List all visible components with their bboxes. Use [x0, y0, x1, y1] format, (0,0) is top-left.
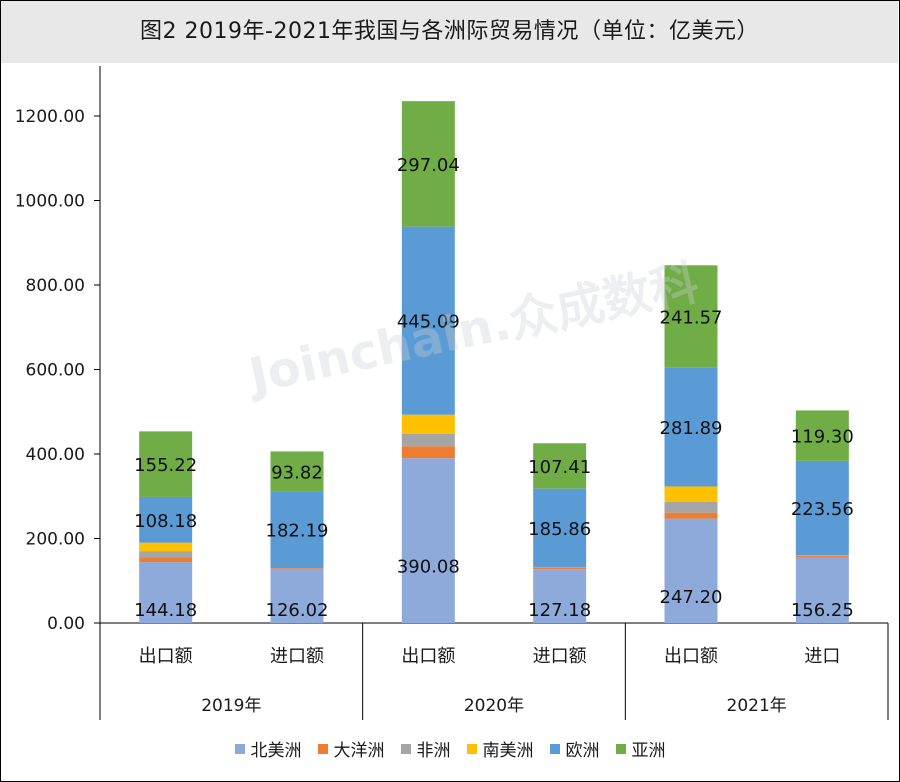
- data-label: 297.04: [397, 155, 460, 176]
- bar-segment-欧洲: [664, 367, 718, 487]
- bar-segment-大洋洲: [401, 446, 455, 459]
- legend-item: 北美洲: [234, 736, 302, 761]
- data-label: 185.86: [528, 519, 591, 540]
- bar-segment-亚洲: [401, 101, 455, 227]
- y-tick-label: 1200.00: [15, 107, 85, 127]
- y-tick-label: 1000.00: [15, 192, 85, 212]
- legend-label: 亚洲: [631, 741, 666, 761]
- bar-segment-南美洲: [664, 486, 718, 502]
- data-label: 119.30: [791, 427, 854, 448]
- x-category-label: 出口额: [139, 646, 193, 667]
- data-label: 281.89: [660, 418, 723, 439]
- bar-segment-南美洲: [139, 542, 193, 552]
- legend-item: 亚洲: [615, 736, 666, 761]
- y-tick-label: 800.00: [26, 276, 85, 296]
- x-category-label: 进口额: [270, 646, 324, 667]
- legend: 北美洲 大洋洲 非洲 南美洲 欧洲 亚洲: [0, 736, 900, 761]
- bar-segment-大洋洲: [533, 567, 587, 570]
- data-label: 390.08: [397, 557, 460, 578]
- legend-swatch: [400, 744, 411, 754]
- legend-swatch: [317, 744, 328, 754]
- bar-segment-亚洲: [664, 265, 718, 368]
- bar-segment-北美洲: [139, 562, 193, 623]
- bar-segment-亚洲: [533, 443, 587, 489]
- bar-segment-大洋洲: [270, 568, 324, 570]
- bar-segment-欧洲: [533, 488, 587, 568]
- data-label: 126.02: [266, 600, 329, 621]
- x-category-label: 出口额: [401, 646, 455, 667]
- bar-segment-大洋洲: [795, 555, 849, 557]
- data-label: 155.22: [134, 455, 197, 476]
- data-label: 247.20: [660, 587, 723, 608]
- bars: [139, 101, 849, 623]
- x-group-label: 2021年: [727, 696, 787, 716]
- legend-item: 大洋洲: [317, 736, 385, 761]
- legend-label: 大洋洲: [333, 741, 385, 761]
- data-label: 156.25: [791, 600, 854, 621]
- bar-segment-北美洲: [401, 458, 455, 623]
- x-group-label: 2019年: [201, 696, 261, 716]
- bar-segment-欧洲: [795, 460, 849, 556]
- bar-segment-南美洲: [401, 414, 455, 434]
- bar-segment-欧洲: [270, 491, 324, 569]
- legend-item: 南美洲: [466, 736, 534, 761]
- legend-item: 欧洲: [549, 736, 600, 761]
- legend-label: 欧洲: [565, 741, 600, 761]
- data-label: 108.18: [134, 511, 197, 532]
- x-category-label: 进口额: [533, 646, 587, 667]
- data-label: 182.19: [266, 521, 329, 542]
- bar-segment-亚洲: [139, 431, 193, 497]
- x-category-label: 进口: [804, 646, 840, 667]
- data-label: 107.41: [528, 457, 591, 478]
- title-bar: 图2 2019年-2021年我国与各洲际贸易情况（单位：亿美元）: [1, 1, 898, 63]
- data-label: 93.82: [271, 462, 323, 483]
- bar-segment-北美洲: [533, 569, 587, 623]
- bar-segment-北美洲: [795, 556, 849, 623]
- x-group-label: 2020年: [464, 696, 524, 716]
- data-labels: 144.18 108.18 155.22 126.02 182.19 93.82 390.0…: [134, 155, 854, 621]
- bar-segment-北美洲: [270, 569, 324, 623]
- bar-segment-非洲: [664, 501, 718, 513]
- legend-swatch: [615, 744, 626, 754]
- y-tick-label: 0.00: [47, 614, 85, 634]
- legend-label: 南美洲: [482, 741, 534, 761]
- bar-segment-欧洲: [139, 496, 193, 543]
- legend-label: 非洲: [416, 741, 451, 761]
- x-category-label: 出口额: [664, 646, 718, 667]
- axes: 0.00 200.00 400.00 600.00 800.00 1000.00 1200.…: [15, 66, 889, 720]
- data-label: 445.09: [397, 312, 460, 333]
- bar-segment-非洲: [533, 567, 587, 568]
- legend-swatch: [549, 744, 560, 754]
- y-tick-label: 200.00: [26, 530, 85, 550]
- bar-segment-非洲: [139, 551, 193, 558]
- data-label: 223.56: [791, 499, 854, 520]
- bar-segment-欧洲: [401, 226, 455, 415]
- legend-swatch: [466, 744, 477, 754]
- y-tick-label: 400.00: [26, 445, 85, 465]
- bar-segment-非洲: [401, 433, 455, 447]
- legend-item: 非洲: [400, 736, 451, 761]
- bar-segment-亚洲: [795, 410, 849, 461]
- bar-segment-大洋洲: [139, 557, 193, 563]
- bar-segment-北美洲: [664, 518, 718, 623]
- data-label: 241.57: [660, 307, 723, 328]
- bar-segment-大洋洲: [664, 512, 718, 519]
- y-tick-label: 600.00: [26, 361, 85, 381]
- chart-title: 图2 2019年-2021年我国与各洲际贸易情况（单位：亿美元）: [140, 19, 759, 44]
- legend-swatch: [234, 744, 245, 754]
- data-label: 127.18: [528, 600, 591, 621]
- bar-segment-亚洲: [270, 451, 324, 492]
- legend-label: 北美洲: [250, 741, 302, 761]
- data-label: 144.18: [134, 600, 197, 621]
